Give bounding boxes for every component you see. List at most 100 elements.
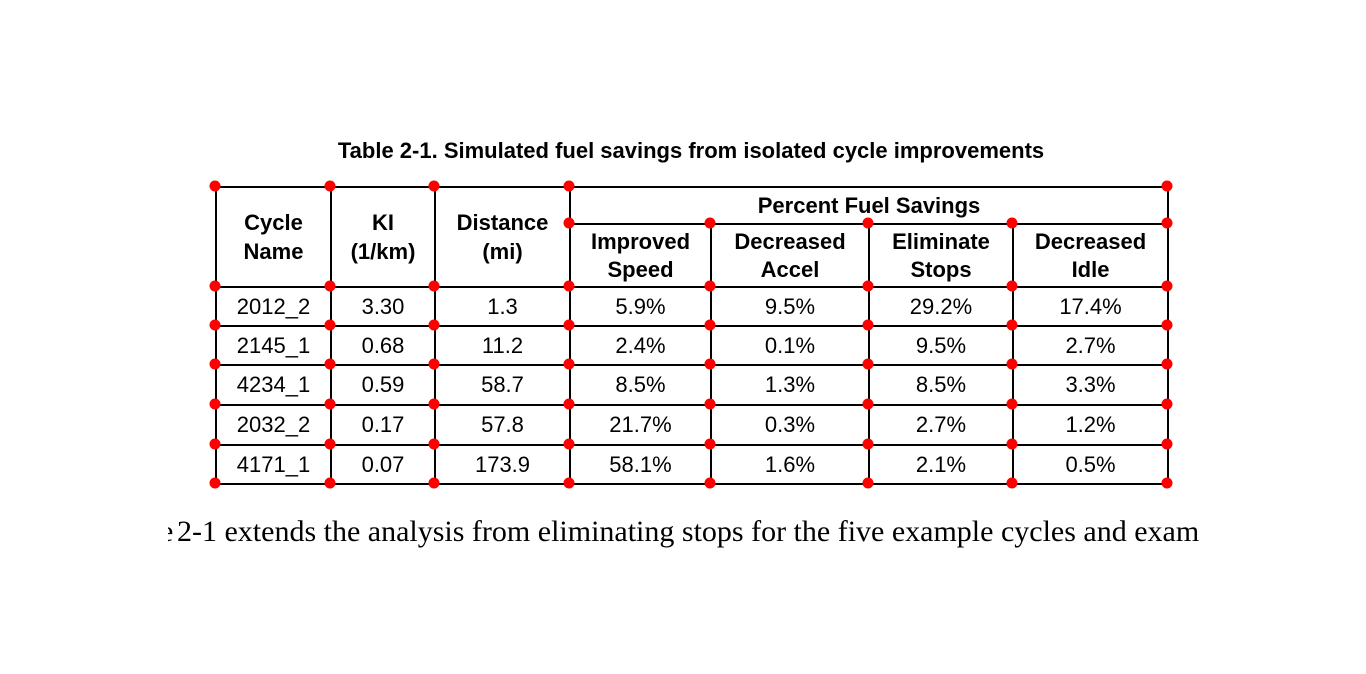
fuel-savings-table: Cycle Name KI (1/km) Distance (mi) Perce… [215, 186, 1170, 485]
grid-corner-dot[interactable] [563, 217, 575, 229]
table-cell: 2145_1 [215, 325, 332, 366]
header-eliminate-stops-line1: Eliminate [892, 228, 990, 254]
table-title: Table 2-1. Simulated fuel savings from i… [337, 138, 1045, 163]
header-eliminate-stops-line2: Stops [910, 256, 972, 282]
grid-corner-dot[interactable] [209, 477, 221, 489]
grid-corner-dot[interactable] [1006, 217, 1018, 229]
grid-corner-dot[interactable] [324, 180, 336, 192]
grid-corner-dot[interactable] [209, 180, 221, 192]
header-row-group: Cycle Name KI (1/km) Distance (mi) Perce… [215, 186, 1170, 288]
grid-corner-dot[interactable] [428, 180, 440, 192]
grid-corner-dot[interactable] [209, 319, 221, 331]
header-improved-speed-line1: Improved [590, 228, 691, 254]
grid-corner-dot[interactable] [563, 438, 575, 450]
grid-corner-dot[interactable] [704, 438, 716, 450]
grid-corner-dot[interactable] [1006, 438, 1018, 450]
table-cell: 1.6% [710, 444, 870, 485]
table-cell: 57.8 [434, 404, 571, 446]
table-cell: 0.17 [330, 404, 436, 446]
header-ki-line1: KI [372, 210, 394, 235]
grid-corner-dot[interactable] [704, 280, 716, 292]
grid-corner-dot[interactable] [209, 358, 221, 370]
grid-corner-dot[interactable] [428, 358, 440, 370]
table-row: 4234_1 0.59 58.7 8.5% 1.3% 8.5% 3.3% [215, 364, 1170, 406]
grid-corner-dot[interactable] [704, 358, 716, 370]
grid-corner-dot[interactable] [428, 280, 440, 292]
header-ki: KI (1/km) [330, 186, 436, 288]
grid-corner-dot[interactable] [862, 398, 874, 410]
grid-corner-dot[interactable] [704, 398, 716, 410]
grid-corner-dot[interactable] [1006, 358, 1018, 370]
table-cell: 2032_2 [215, 404, 332, 446]
grid-corner-dot[interactable] [862, 280, 874, 292]
grid-corner-dot[interactable] [1006, 398, 1018, 410]
grid-corner-dot[interactable] [563, 280, 575, 292]
grid-corner-dot[interactable] [704, 477, 716, 489]
table-cell: 58.7 [434, 364, 571, 406]
header-improved-speed: Improved Speed [569, 223, 712, 288]
header-decreased-idle-line2: Idle [1071, 256, 1110, 282]
table-cell: 2.4% [569, 325, 712, 366]
grid-corner-dot[interactable] [563, 358, 575, 370]
table-cell: 0.5% [1011, 444, 1170, 485]
grid-corner-dot[interactable] [209, 438, 221, 450]
grid-corner-dot[interactable] [324, 477, 336, 489]
grid-corner-dot[interactable] [428, 438, 440, 450]
table-cell: 8.5% [868, 364, 1014, 406]
grid-corner-dot[interactable] [1006, 319, 1018, 331]
table-cell: 21.7% [569, 404, 712, 446]
table-cell: 0.68 [330, 325, 436, 366]
grid-corner-dot[interactable] [563, 477, 575, 489]
grid-corner-dot[interactable] [324, 438, 336, 450]
grid-corner-dot[interactable] [209, 280, 221, 292]
grid-corner-dot[interactable] [862, 477, 874, 489]
table-row: 4171_1 0.07 173.9 58.1% 1.6% 2.1% 0.5% [215, 444, 1170, 485]
grid-corner-dot[interactable] [862, 217, 874, 229]
table-cell: 2.7% [868, 404, 1014, 446]
grid-corner-dot[interactable] [563, 398, 575, 410]
grid-corner-dot[interactable] [1161, 477, 1173, 489]
table-cell: 2012_2 [215, 286, 332, 327]
grid-corner-dot[interactable] [862, 438, 874, 450]
grid-corner-dot[interactable] [1161, 280, 1173, 292]
grid-corner-dot[interactable] [704, 217, 716, 229]
grid-corner-dot[interactable] [1006, 477, 1018, 489]
grid-corner-dot[interactable] [1161, 319, 1173, 331]
grid-corner-dot[interactable] [324, 358, 336, 370]
header-distance-line2: (mi) [482, 239, 523, 264]
grid-corner-dot[interactable] [324, 280, 336, 292]
table-cell: 3.3% [1011, 364, 1170, 406]
header-ki-line2: (1/km) [350, 239, 416, 264]
table-row: 2012_2 3.30 1.3 5.9% 9.5% 29.2% 17.4% [215, 286, 1170, 327]
grid-corner-dot[interactable] [1161, 217, 1173, 229]
header-row-sub: Improved Speed Decreased Accel Eliminate… [216, 223, 1170, 288]
table-cell: 11.2 [434, 325, 571, 366]
grid-corner-dot[interactable] [324, 319, 336, 331]
header-cycle-name: Cycle Name [215, 186, 332, 288]
table-cell: 1.3% [710, 364, 870, 406]
grid-corner-dot[interactable] [563, 180, 575, 192]
grid-corner-dot[interactable] [1006, 280, 1018, 292]
grid-corner-dot[interactable] [1161, 398, 1173, 410]
grid-corner-dot[interactable] [428, 477, 440, 489]
grid-corner-dot[interactable] [1161, 180, 1173, 192]
table-cell: 2.1% [868, 444, 1014, 485]
grid-corner-dot[interactable] [324, 398, 336, 410]
grid-corner-dot[interactable] [428, 319, 440, 331]
grid-corner-dot[interactable] [1161, 358, 1173, 370]
header-distance: Distance (mi) [434, 186, 571, 288]
caption-fragment: e [168, 515, 174, 549]
grid-corner-dot[interactable] [704, 319, 716, 331]
table-cell: 1.2% [1011, 404, 1170, 446]
grid-corner-dot[interactable] [428, 398, 440, 410]
grid-corner-dot[interactable] [1161, 438, 1173, 450]
grid-corner-dot[interactable] [862, 358, 874, 370]
table-cell: 5.9% [569, 286, 712, 327]
table-cell: 0.3% [710, 404, 870, 446]
header-improved-speed-line2: Speed [607, 256, 674, 282]
header-cycle-name-line1: Cycle [244, 210, 303, 235]
grid-corner-dot[interactable] [209, 398, 221, 410]
grid-corner-dot[interactable] [563, 319, 575, 331]
grid-corner-dot[interactable] [862, 319, 874, 331]
